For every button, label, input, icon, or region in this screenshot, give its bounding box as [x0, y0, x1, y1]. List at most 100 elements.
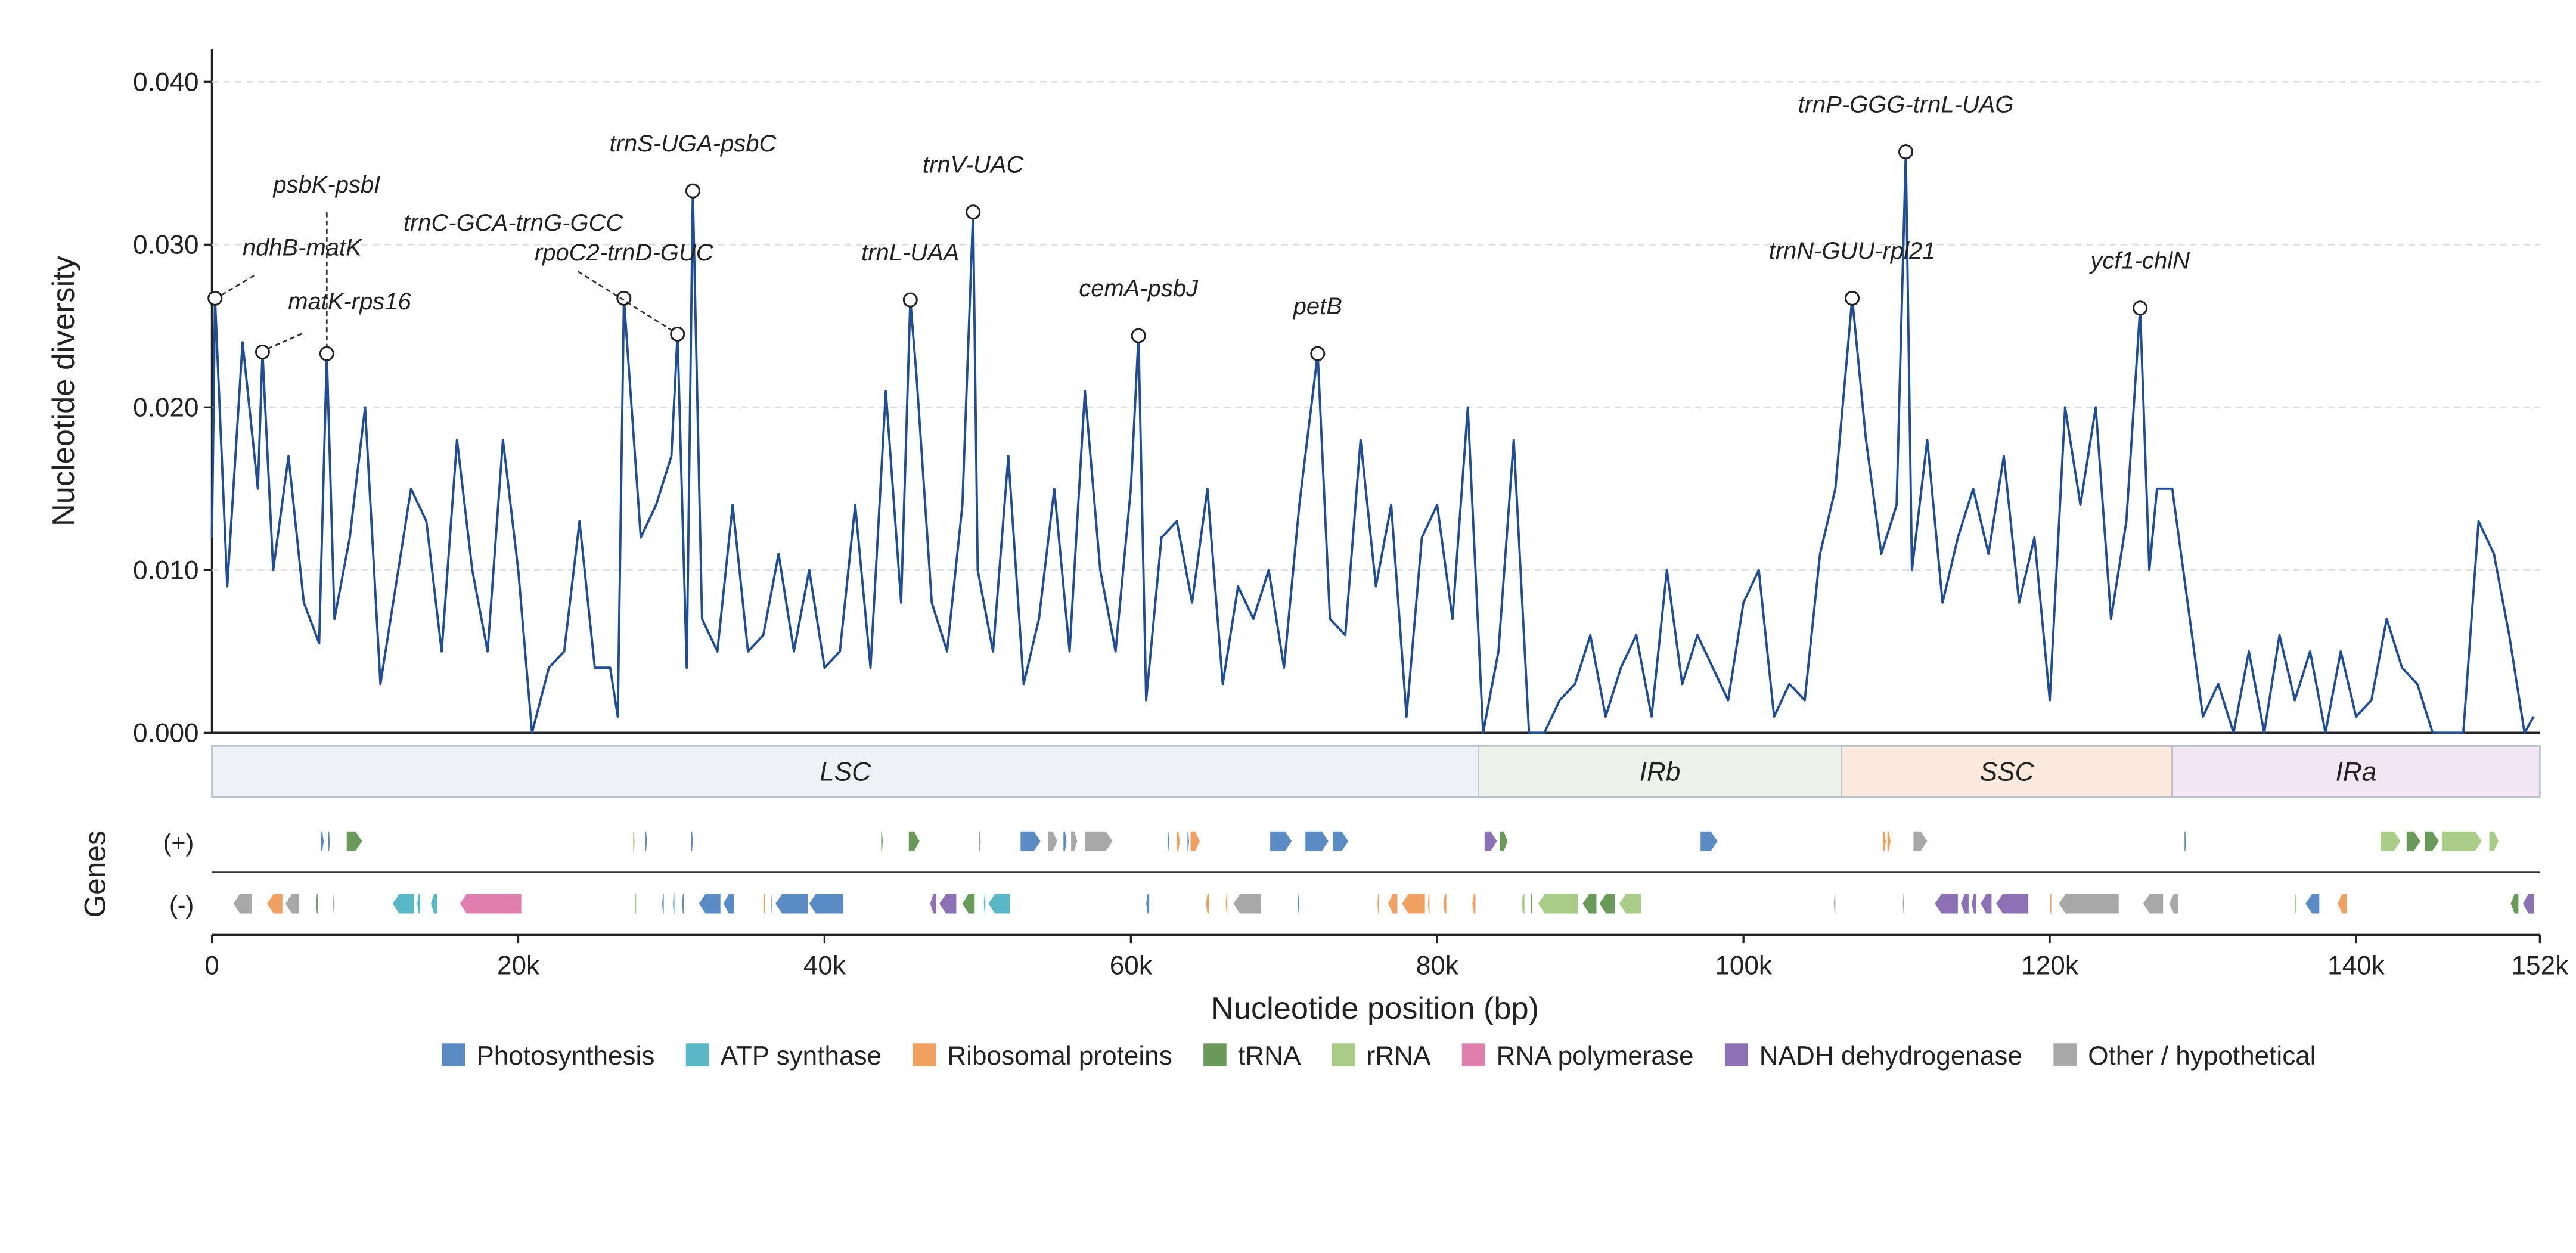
legend-swatch — [1203, 1043, 1227, 1066]
x-tick-label: 80k — [1416, 951, 1459, 981]
legend-swatch — [2053, 1043, 2077, 1066]
gene — [979, 831, 981, 851]
gene — [2184, 831, 2186, 851]
gene — [321, 831, 324, 851]
legend-label: RNA polymerase — [1497, 1041, 1694, 1071]
gene — [1427, 894, 1430, 914]
peak-marker — [255, 344, 270, 360]
gene — [1305, 831, 1329, 851]
y-tick-label: 0.010 — [133, 556, 198, 585]
gene — [1177, 831, 1180, 851]
gene — [2143, 894, 2164, 914]
gene — [1882, 831, 1886, 851]
gene — [1225, 894, 1228, 914]
x-tick-label: 20k — [497, 951, 540, 981]
gene — [930, 894, 936, 914]
peak-marker — [685, 183, 700, 199]
gene — [1233, 894, 1261, 914]
gene — [1961, 894, 1969, 914]
legend-swatch — [913, 1043, 936, 1066]
gene — [1599, 894, 1615, 914]
legend-swatch — [1461, 1043, 1485, 1066]
legend-label: ATP synthase — [721, 1041, 882, 1071]
gene — [645, 831, 647, 851]
gene — [1333, 831, 1349, 851]
gene — [233, 894, 252, 914]
gene — [1833, 894, 1836, 914]
gene — [662, 894, 664, 914]
gene — [2406, 831, 2420, 851]
legend-label: Photosynthesis — [476, 1041, 654, 1071]
gene — [1484, 831, 1497, 851]
gene — [346, 831, 362, 851]
gene — [2425, 831, 2439, 851]
gene — [634, 894, 637, 914]
gene — [392, 894, 414, 914]
y-axis-title: Nucleotide diversity — [46, 255, 81, 526]
peak-marker — [207, 290, 223, 306]
legend-label: Ribosomal proteins — [947, 1041, 1172, 1071]
gene — [333, 894, 335, 914]
gene — [267, 894, 283, 914]
region-label: LSC — [820, 757, 871, 786]
region-label: SSC — [1980, 757, 2035, 786]
gene — [2050, 894, 2052, 914]
gene — [1700, 831, 1718, 851]
gene — [1063, 831, 1067, 851]
gene — [2305, 894, 2320, 914]
y-tick-label: 0.020 — [133, 393, 198, 422]
gene — [939, 894, 957, 914]
peak-marker — [966, 204, 981, 220]
gene — [962, 894, 975, 914]
gene — [1935, 894, 1958, 914]
gene — [1270, 831, 1292, 851]
gene — [2510, 894, 2519, 914]
gene — [881, 831, 883, 851]
gene — [988, 894, 1010, 914]
peak-marker — [1310, 346, 1326, 361]
gene — [1190, 831, 1200, 851]
gene — [417, 894, 421, 914]
peak-marker — [319, 346, 334, 361]
peak-label: ycf1-chlN — [2088, 248, 2190, 274]
gene — [1530, 894, 1532, 914]
peak-label: psbK-psbI — [272, 172, 380, 198]
region — [2171, 745, 2541, 798]
gene — [1500, 831, 1508, 851]
legend-swatch — [1332, 1043, 1355, 1066]
legend-label: rRNA — [1367, 1041, 1431, 1071]
gene — [771, 894, 773, 914]
x-tick-label: 100k — [1715, 951, 1773, 981]
gene — [691, 831, 693, 851]
gene — [1146, 894, 1150, 914]
gene — [1887, 831, 1891, 851]
gene — [2169, 894, 2178, 914]
gene — [2338, 894, 2347, 914]
gene — [1902, 894, 1904, 914]
gene — [1472, 894, 1476, 914]
gene — [1981, 894, 1992, 914]
peak-label: trnP-GGG-trnL-UAG — [1798, 92, 2014, 118]
gene — [316, 894, 318, 914]
legend-swatch — [685, 1043, 709, 1066]
x-tick-label: 60k — [1110, 951, 1153, 981]
peak-label: trnL-UAA — [861, 240, 959, 266]
gene — [1443, 894, 1447, 914]
gene — [1048, 831, 1057, 851]
peak-marker — [1131, 328, 1146, 343]
peak-label: ndhB-matK — [243, 235, 363, 261]
peak-label: matK-rps16 — [288, 289, 411, 315]
gene — [682, 894, 684, 914]
gene — [1582, 894, 1597, 914]
gene — [2441, 831, 2482, 851]
gene — [1996, 894, 2029, 914]
legend-label: Other / hypothetical — [2088, 1041, 2316, 1071]
legend-swatch — [1724, 1043, 1748, 1066]
x-tick-label: 40k — [803, 951, 846, 981]
y-tick-label: 0.000 — [133, 718, 198, 748]
gene — [1913, 831, 1928, 851]
x-axis-title: Nucleotide position (bp) — [1211, 991, 1539, 1026]
gene — [460, 894, 522, 914]
peak-label: rpoC2-trnD-GUC — [535, 240, 714, 266]
region-label: IRb — [1640, 757, 1681, 786]
